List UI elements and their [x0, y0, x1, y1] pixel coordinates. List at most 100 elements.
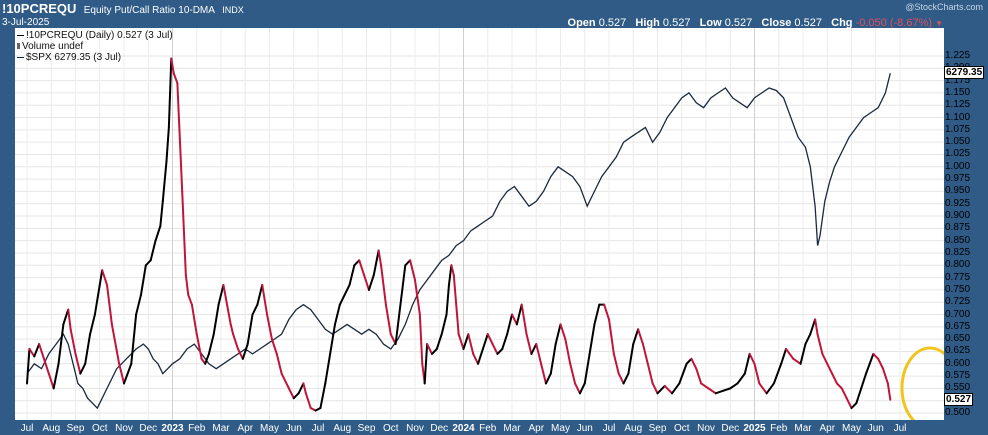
putcall-segment — [418, 313, 424, 365]
y-tick-label: 0.825 — [945, 246, 971, 258]
x-tick-label: Mar — [212, 423, 230, 434]
y-tick-label: 0.600 — [945, 357, 971, 369]
putcall-segment — [101, 269, 109, 286]
putcall-segment — [804, 333, 812, 346]
putcall-segment — [426, 343, 433, 355]
y-tick-label: 0.875 — [945, 222, 971, 234]
x-tick-label: 2025 — [743, 423, 766, 434]
x-tick-label: Dec — [721, 423, 740, 434]
putcall-segment — [338, 293, 346, 306]
close-value: 0.527 — [794, 17, 822, 29]
putcall-segment — [835, 382, 843, 390]
putcall-segment — [569, 362, 577, 385]
exchange: INDX — [222, 5, 244, 15]
putcall-segment — [149, 239, 157, 262]
putcall-segment — [226, 303, 232, 326]
y-tick-label: 0.500 — [945, 407, 971, 418]
gridlines — [15, 28, 944, 420]
x-tick-label: Mar — [503, 423, 521, 434]
putcall-segment — [578, 382, 586, 395]
putcall-segment — [574, 382, 581, 395]
putcall-segment — [275, 352, 283, 375]
putcall-segment — [486, 333, 494, 346]
x-tick-label: Oct — [382, 423, 399, 434]
high-value: 0.527 — [662, 17, 691, 29]
putcall-segment — [172, 72, 179, 85]
putcall-segment — [511, 313, 518, 326]
y-tick-label: 0.750 — [945, 283, 971, 295]
putcall-segment — [319, 382, 327, 410]
putcall-segment — [845, 397, 853, 410]
putcall-segment — [535, 343, 543, 365]
putcall-segment — [477, 347, 484, 365]
putcall-segment — [372, 249, 380, 277]
putcall-segment — [333, 303, 341, 326]
putcall-segment — [232, 333, 239, 350]
putcall-segment — [207, 333, 215, 355]
putcall-segment — [840, 387, 848, 400]
putcall-segment — [714, 389, 724, 395]
putcall-segment — [564, 338, 572, 365]
putcall-segment — [549, 343, 557, 375]
putcall-segment — [583, 352, 591, 385]
x-tick-label: Aug — [333, 423, 352, 434]
indicator-name: Equity Put/Call Ratio 10-DMA — [83, 5, 215, 16]
x-tick-label: Nov — [697, 423, 715, 434]
putcall-segment — [554, 323, 562, 346]
putcall-segment — [450, 264, 455, 277]
putcall-segment — [816, 333, 824, 355]
legend-label: $SPX 6279.35 (3 Jul) — [26, 52, 122, 63]
putcall-segment — [729, 382, 739, 390]
putcall-segment — [266, 313, 273, 341]
x-tick-label: Feb — [188, 423, 206, 434]
putcall-segment — [641, 343, 649, 365]
putcall-segment — [608, 318, 615, 355]
putcall-segment — [440, 313, 448, 336]
putcall-segment — [399, 264, 407, 306]
putcall-segment — [700, 382, 710, 390]
putcall-segment — [506, 313, 513, 336]
x-tick-label: Oct — [91, 423, 108, 434]
putcall-segment — [651, 382, 659, 395]
spx-line — [26, 73, 891, 410]
close-label: Close — [761, 17, 792, 29]
putcall-series — [26, 57, 892, 412]
putcall-segment — [229, 323, 235, 336]
putcall-segment — [809, 318, 817, 336]
putcall-segment — [176, 82, 184, 193]
y-tick-label: 1.100 — [945, 111, 971, 123]
putcall-segment — [130, 313, 138, 365]
putcall-segment — [850, 402, 858, 410]
putcall-segment — [270, 338, 278, 355]
putcall-segment — [394, 303, 402, 346]
putcall-segment — [377, 249, 383, 267]
putcall-segment — [297, 382, 305, 395]
x-tick-label: Feb — [770, 423, 788, 434]
putcall-segment — [52, 362, 60, 390]
putcall-segment — [721, 387, 732, 392]
low-label: Low — [699, 17, 722, 29]
putcall-segment — [780, 347, 788, 365]
x-tick-label: Sep — [648, 423, 667, 434]
putcall-segment — [74, 352, 82, 375]
putcall-segment — [814, 318, 819, 336]
open-value: 0.527 — [598, 17, 627, 29]
putcall-segment — [246, 313, 254, 346]
chart-date: 3-Jul-2025 — [2, 17, 50, 28]
x-tick-label: Jul — [893, 423, 907, 434]
putcall-segment — [445, 283, 450, 316]
putcall-segment — [695, 367, 703, 385]
putcall-segment — [736, 372, 746, 385]
symbol: !10PCREQU — [2, 1, 77, 16]
putcall-segment — [588, 323, 596, 355]
ohlc-readout: Open 0.527 High 0.527 Low 0.527 Close 0.… — [568, 17, 943, 29]
putcall-segment — [467, 333, 475, 355]
putcall-segment — [627, 343, 635, 375]
putcall-segment — [409, 259, 416, 282]
y-tick-label: 0.975 — [945, 173, 971, 185]
putcall-segment — [501, 333, 509, 350]
x-tick-label: Dec — [430, 423, 449, 434]
putcall-segment — [868, 352, 875, 365]
putcall-segment — [106, 283, 113, 326]
putcall-segment — [33, 343, 41, 358]
